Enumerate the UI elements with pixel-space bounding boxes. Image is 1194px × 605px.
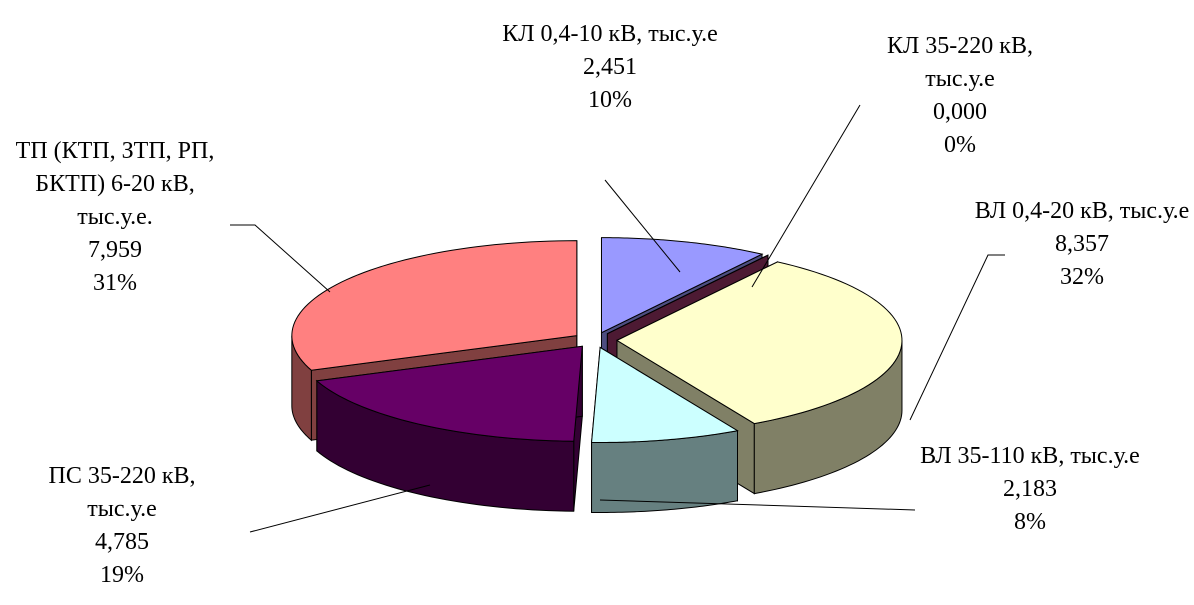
slice-category: ВЛ 0,4-20 кВ, тыс.у.е [974, 198, 1190, 224]
slice-label: ВЛ 0,4-20 кВ, тыс.у.е 8,357 32% [972, 195, 1192, 294]
slice-category: КЛ 0,4-10 кВ, тыс.у.е [502, 21, 718, 47]
slice-value: 7,959 [88, 237, 142, 263]
slice-top [315, 345, 583, 442]
slice-top [591, 346, 739, 443]
leader-line [599, 499, 916, 511]
slice-label: КЛ 0,4-10 кВ, тыс.у.е 2,451 10% [500, 18, 720, 117]
slice-label: КЛ 35-220 кВ, тыс.у.е 0,000 0% [850, 30, 1070, 162]
slice-top [291, 240, 578, 371]
slice [315, 345, 583, 512]
slice-percent: 32% [1060, 264, 1104, 290]
slice-label: ТП (КТП, ЗТП, РП, БКТП) 6-20 кВ, тыс.у.е… [3, 135, 228, 300]
leader-line [751, 104, 861, 288]
leader-line [604, 179, 681, 273]
slice-top [615, 261, 903, 425]
slice-label: ВЛ 35-110 кВ, тыс.у.е 2,183 8% [920, 440, 1140, 539]
slice-label: ПС 35-220 кВ, тыс.у.е 4,785 19% [12, 460, 232, 592]
slice-percent: 19% [100, 562, 144, 588]
slice-category: КЛ 35-220 кВ, тыс.у.е [887, 33, 1033, 92]
slice [591, 346, 739, 513]
slice-category: ТП (КТП, ЗТП, РП, БКТП) 6-20 кВ, тыс.у.е… [15, 138, 215, 230]
slice-value: 4,785 [95, 529, 149, 555]
leader-line [230, 224, 331, 293]
slice-percent: 31% [93, 270, 137, 296]
slice-top [607, 254, 769, 335]
slice-value: 2,451 [583, 54, 637, 80]
slice-percent: 0% [944, 132, 976, 158]
slice-category: ВЛ 35-110 кВ, тыс.у.е [920, 443, 1140, 469]
slice-top [600, 237, 764, 334]
slice-value: 2,183 [1003, 476, 1057, 502]
slice-category: ПС 35-220 кВ, тыс.у.е [48, 463, 196, 522]
slice-value: 8,357 [1055, 231, 1109, 257]
leader-line [909, 254, 1005, 421]
leader-line [249, 484, 431, 533]
slice-percent: 8% [1014, 509, 1046, 535]
slice-percent: 10% [588, 87, 632, 113]
slice-value: 0,000 [933, 99, 987, 125]
